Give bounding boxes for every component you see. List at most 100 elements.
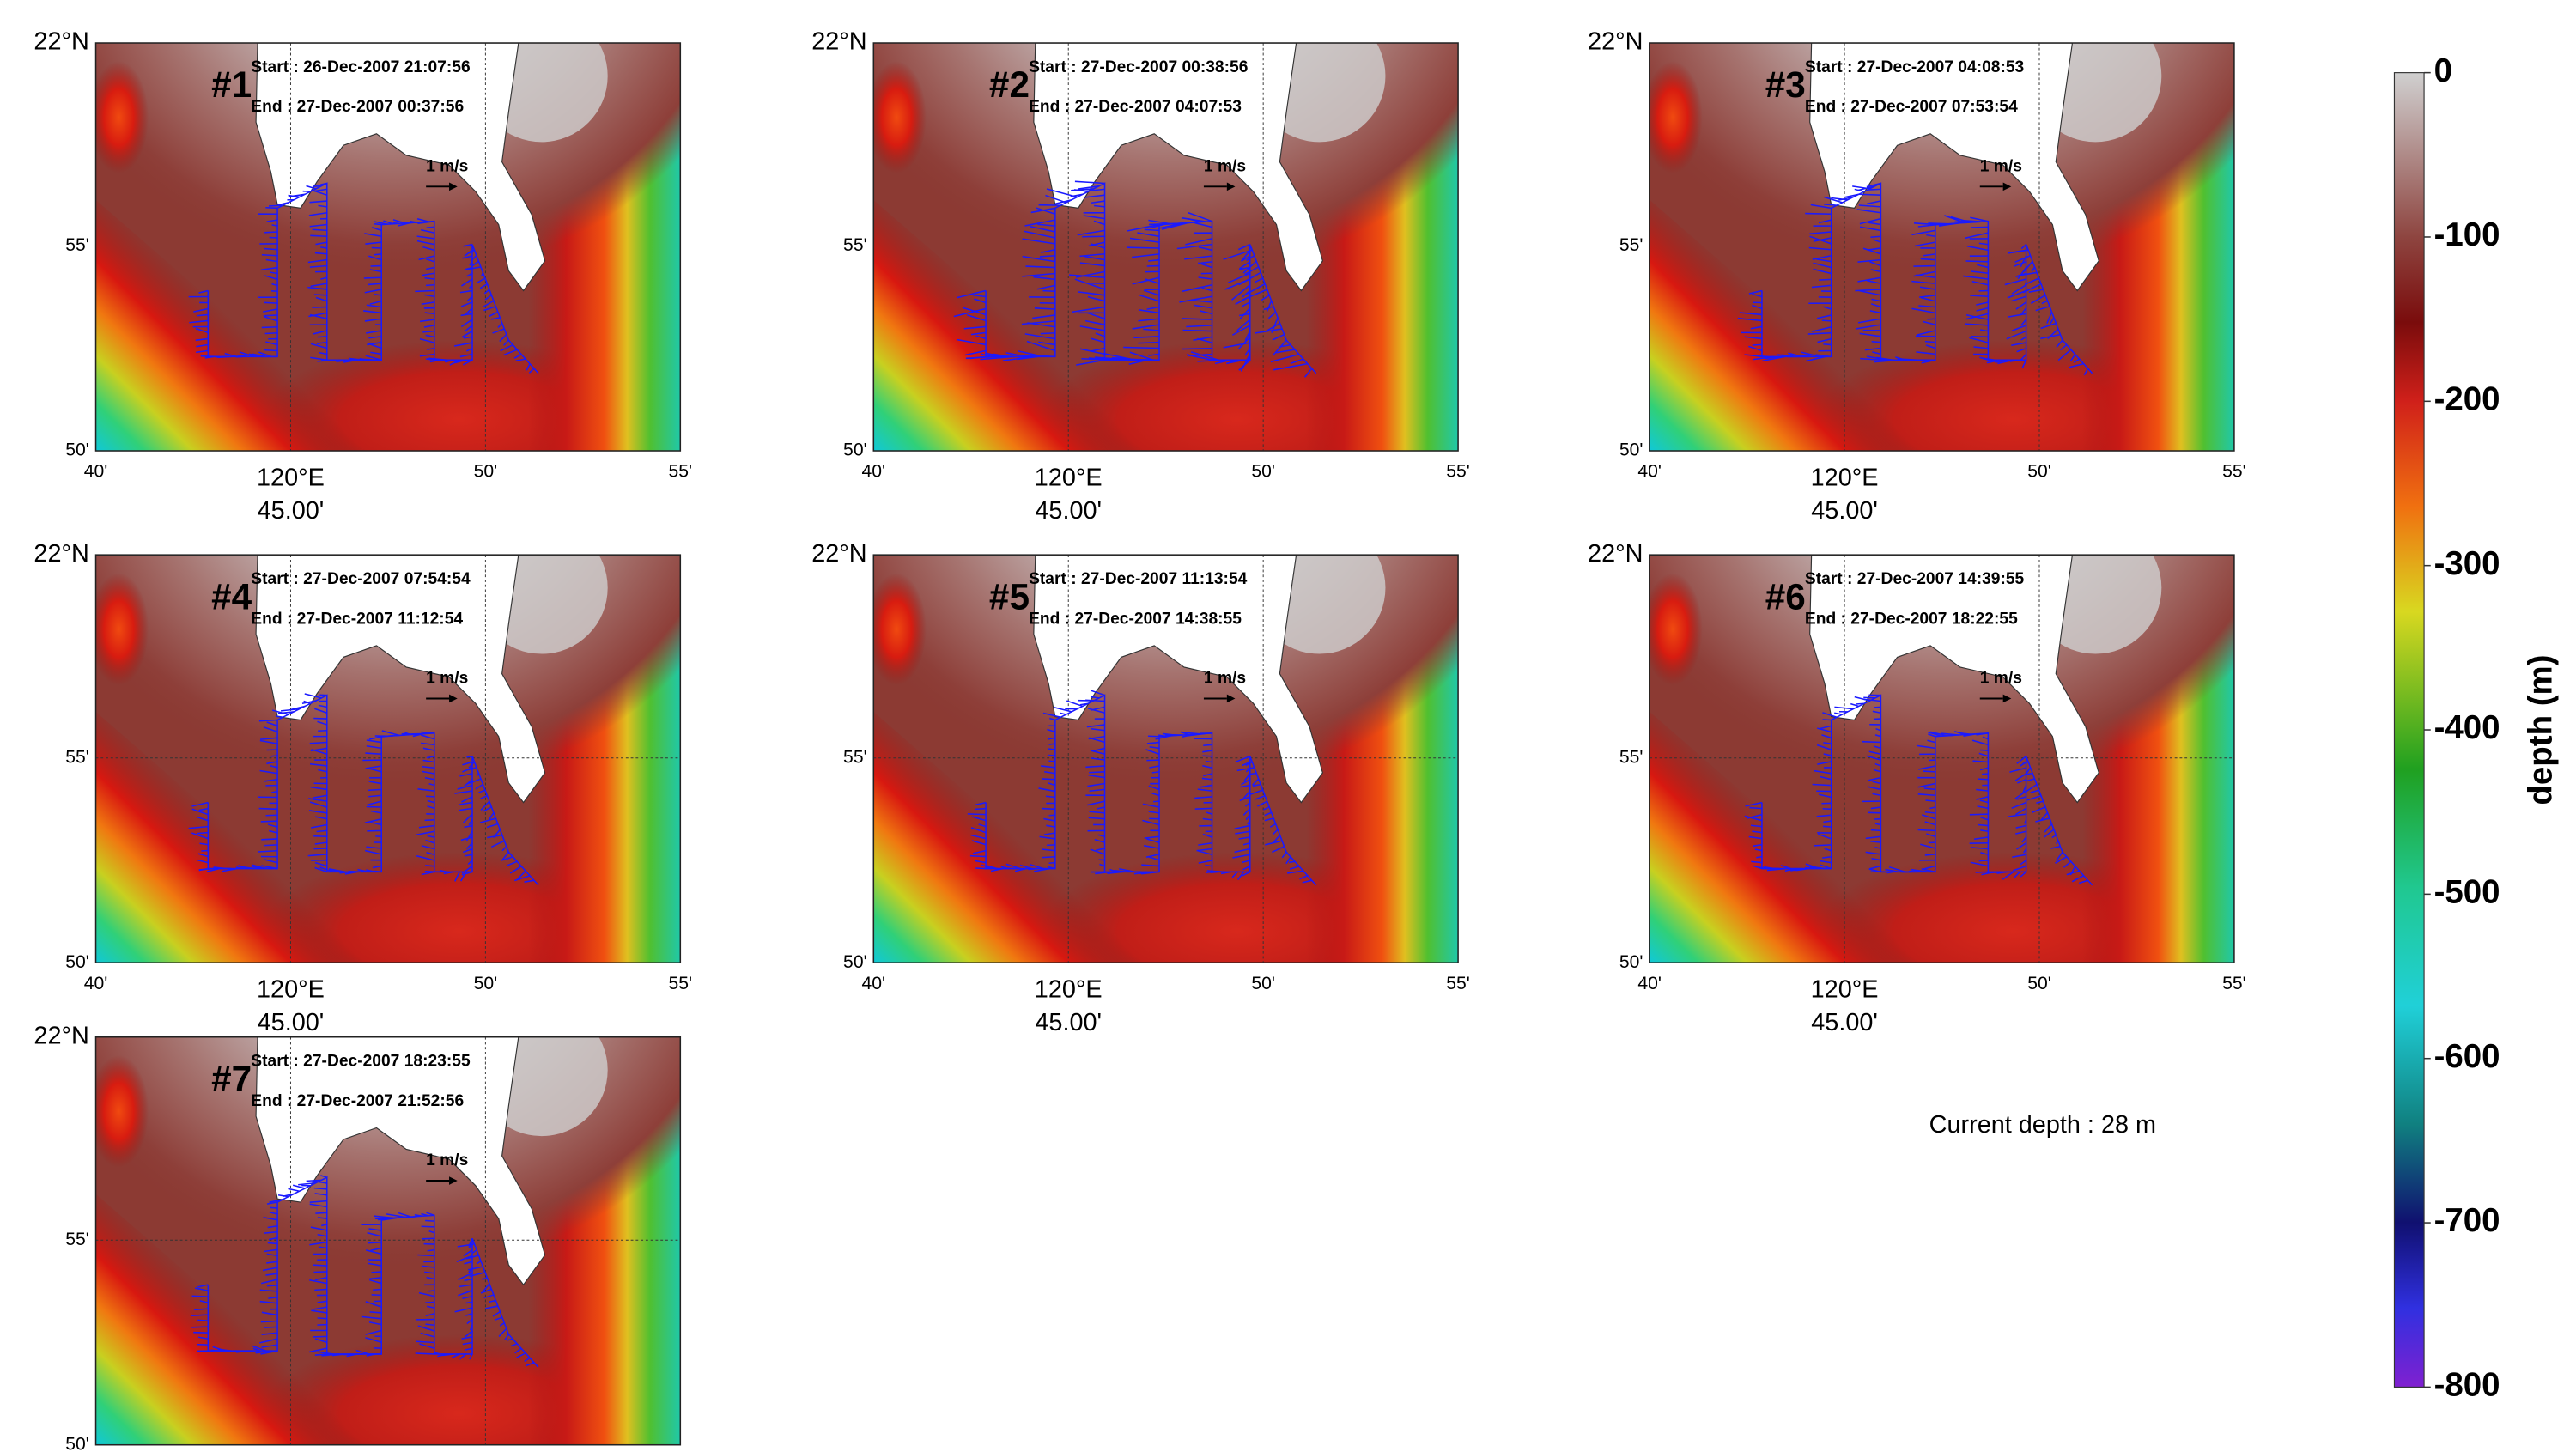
current-vector [1091,757,1105,761]
current-vector [258,807,278,811]
current-vector [222,867,238,872]
current-vector [1182,283,1212,292]
current-vector [1818,793,1832,799]
current-vector [1279,343,1291,348]
current-vector [416,240,434,246]
current-vector [261,253,278,257]
current-vector [2024,819,2027,824]
current-vector [1202,817,1212,821]
current-vector [1042,712,1061,719]
ship-track [985,694,1317,886]
current-vector [1874,706,1881,708]
current-vector [2035,817,2050,823]
current-vector [1864,347,1881,351]
current-vector [524,1357,531,1363]
current-vector [1980,329,1989,332]
x-tick-label: 50' [474,462,498,482]
current-vector [2021,836,2027,843]
current-vector [1860,357,1881,361]
map-panel: #4 Start : 27-Dec-2007 07:54:54 End : 27-D… [33,340,707,1036]
current-vector [2046,312,2053,324]
y-tick-label: 50' [65,952,89,972]
current-vector [471,260,479,267]
current-vector [483,306,496,312]
current-vector [482,300,495,308]
current-vector [510,1343,518,1347]
current-vector [1096,848,1105,852]
current-vector [419,337,434,343]
current-vector [1194,222,1212,228]
current-vector [1925,799,1935,802]
current-vector [1203,744,1212,746]
current-vector [488,1299,496,1303]
current-vector [1995,359,2008,363]
start-time: Start : 27-Dec-2007 07:54:54 [251,570,471,588]
current-vector [416,235,434,240]
current-vector [1795,867,1808,872]
current-vector [965,355,998,360]
current-vector [1206,870,1225,873]
end-time: End : 27-Dec-2007 14:38:55 [1029,610,1242,628]
current-vector [1986,359,2002,364]
current-vector [1132,324,1160,330]
current-vector [975,807,987,811]
x-tick-label: 55' [669,462,693,482]
current-vector [1997,359,2014,365]
current-vector [490,317,501,320]
current-vector [313,848,327,850]
current-vectors [967,690,1317,886]
current-vector [263,308,278,313]
current-vector [1184,255,1212,260]
current-vector [1923,253,1935,257]
current-vector [973,294,987,298]
panel-label: #4 [211,576,252,617]
ship-track [207,694,539,886]
current-vector [419,319,434,323]
current-vector [191,808,209,816]
current-vector [269,829,278,834]
x-tick-label: 50' [1251,974,1275,993]
current-vector [252,1347,261,1352]
colorbar-tick-label: -300 [2434,545,2500,582]
current-vector [1871,298,1881,302]
current-vector [1915,335,1935,337]
current-vector [515,358,526,362]
current-vector [1179,295,1212,303]
current-vector [2023,260,2033,273]
current-vector [2083,368,2089,376]
current-vector [1808,246,1832,251]
current-vector [1047,728,1056,733]
current-vector [2006,330,2026,340]
current-vector [262,1267,278,1272]
current-vector [317,1351,333,1355]
current-vector [196,343,209,348]
current-vector [1752,304,1763,310]
current-vector [220,1350,237,1352]
current-vector [975,860,987,864]
current-vector [280,708,300,712]
current-vector [434,1352,441,1355]
current-vector [1155,735,1171,740]
y-tick-label: 55' [1619,235,1643,255]
current-vector [388,734,405,737]
current-vector [1978,860,1989,862]
current-vector [2008,813,2026,817]
current-vector [971,816,987,822]
current-vector [313,1271,327,1273]
current-vector [1965,313,1989,320]
current-vector [269,1212,278,1215]
current-vector [425,1301,434,1303]
current-vector [1873,239,1881,243]
current-vector [310,313,327,319]
current-vector [1304,368,1313,378]
current-vector [1039,254,1055,258]
current-vector [318,1246,327,1249]
current-vector [1911,868,1929,873]
current-vector [1857,193,1881,196]
current-vector [463,1249,473,1257]
current-vector [1068,274,1105,278]
current-vector [1079,262,1105,267]
current-vector [1091,200,1105,204]
current-vector [290,705,306,711]
